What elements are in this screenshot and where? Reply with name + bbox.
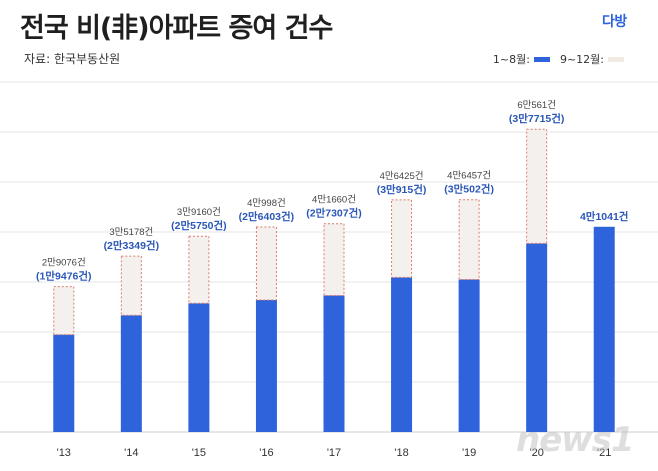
bar-9-12 xyxy=(120,255,142,316)
jan-aug-label: (3만502건) xyxy=(444,183,494,196)
bar-1-8 xyxy=(255,299,277,432)
jan-aug-label: (2만6403건) xyxy=(239,210,295,223)
jan-aug-label: (2만7307건) xyxy=(306,207,362,220)
bar-1-8 xyxy=(323,295,345,432)
jan-aug-label: (3만7715건) xyxy=(509,112,565,125)
bar-1-8 xyxy=(593,226,615,432)
legend-base-label: 1~8월: xyxy=(492,53,530,66)
bar-9-12 xyxy=(323,223,345,296)
jan-aug-label: (1만9476건) xyxy=(36,270,92,283)
bar-9-12 xyxy=(255,226,277,301)
jan-aug-label: (2만3349건) xyxy=(104,239,160,252)
x-tick-label: '14 xyxy=(124,447,138,459)
annual-total-label: 4만6425건 xyxy=(380,171,424,182)
bar-1-8 xyxy=(120,315,142,432)
bar-9-12 xyxy=(391,199,413,278)
annual-total-label: 2만9076건 xyxy=(42,258,86,269)
bar-9-12 xyxy=(458,199,480,280)
x-tick-label: '13 xyxy=(57,447,71,459)
bar-1-8 xyxy=(458,279,480,432)
source-note: 자료: 한국부동산원 xyxy=(24,52,121,66)
legend-rest-label: 9~12월: xyxy=(559,53,604,66)
legend-rest-swatch xyxy=(608,56,624,62)
x-tick-label: '19 xyxy=(462,447,476,459)
bar-9-12 xyxy=(53,286,75,336)
annual-total-label: 4만1660건 xyxy=(312,195,356,206)
bar-1-8 xyxy=(53,334,75,432)
annual-total-label: 6만561건 xyxy=(517,100,556,111)
x-tick-label: '17 xyxy=(327,447,341,459)
x-tick-label: '16 xyxy=(259,447,273,459)
jan-aug-label: (2만5750건) xyxy=(171,219,227,232)
bar-1-8 xyxy=(188,303,210,432)
jan-aug-label: (3만915건) xyxy=(377,183,427,196)
legend: 1~8월: 9~12월: xyxy=(493,51,630,67)
chart-title: 전국 비(非)아파트 증여 건수 xyxy=(20,13,333,44)
jan-aug-label: 4만1041건 xyxy=(580,210,629,223)
bar-9-12 xyxy=(526,128,548,244)
x-tick-label: '20 xyxy=(529,447,543,459)
x-tick-label: '18 xyxy=(394,447,408,459)
annual-total-label: 3만9160건 xyxy=(177,207,221,218)
annual-total-label: 4만6457건 xyxy=(447,171,491,182)
bar-1-8 xyxy=(526,243,548,432)
bar-1-8 xyxy=(391,277,413,432)
dabang-logo: 다방 xyxy=(602,14,627,30)
x-tick-label: '15 xyxy=(192,447,206,459)
legend-base-swatch xyxy=(533,56,550,62)
x-tick-label: '21 xyxy=(597,447,611,459)
annual-total-label: 4만998건 xyxy=(247,198,286,209)
bar-9-12 xyxy=(188,235,210,304)
annual-total-label: 3만5178건 xyxy=(109,227,153,238)
news1-watermark: news1 xyxy=(516,420,635,460)
